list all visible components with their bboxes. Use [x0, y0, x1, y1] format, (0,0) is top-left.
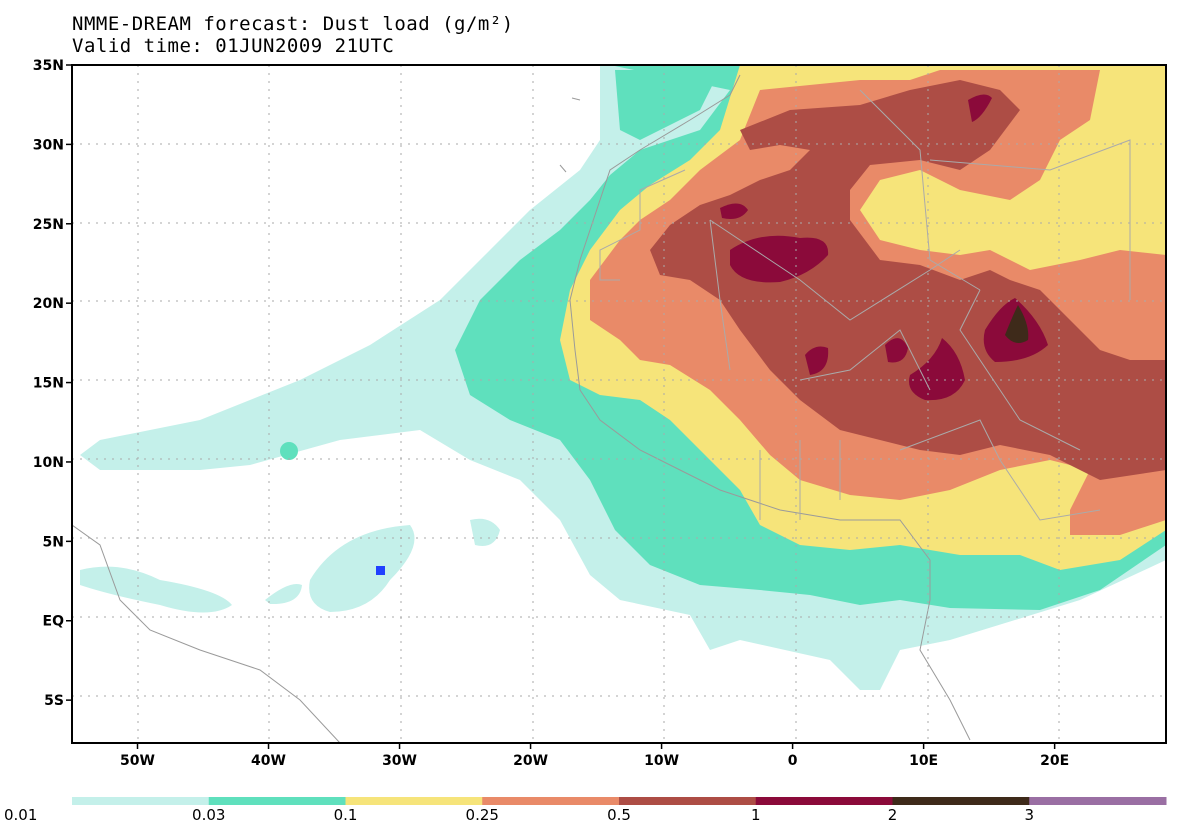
colorbar-swatch — [345, 797, 483, 805]
colorbar-swatch — [72, 797, 210, 805]
lon-label: 30W — [382, 753, 417, 769]
lon-label: 50W — [120, 753, 155, 769]
country-borders — [599, 89, 1131, 521]
colorbar-label: 0.03 — [192, 806, 226, 824]
lon-label: 20E — [1040, 753, 1069, 769]
map-plot-area — [72, 65, 1166, 743]
colorbar-label: 2 — [887, 806, 898, 824]
colorbar-swatch — [892, 797, 1030, 805]
dust-contour-0.01 — [265, 584, 302, 605]
colorbar — [72, 797, 1167, 805]
colorbar-label: 1 — [750, 806, 761, 824]
lat-label: 15N — [33, 376, 64, 392]
lat-label: 35N — [33, 58, 64, 74]
lat-label: 5S — [44, 693, 64, 709]
dust-contour-1 — [805, 346, 829, 375]
dust-contour-0.01 — [80, 566, 232, 613]
coastlines — [72, 74, 971, 743]
lon-label: 20W — [513, 753, 548, 769]
colorbar-swatch — [1029, 797, 1167, 805]
dust-contour-0.01 — [309, 525, 415, 612]
lon-label: 10W — [644, 753, 679, 769]
lat-label: 20N — [33, 296, 64, 312]
dust-contour-1 — [909, 338, 965, 401]
colorbar-label: 3 — [1024, 806, 1035, 824]
map-frame — [71, 64, 1167, 744]
dust-contour-0.03 — [280, 442, 298, 460]
lon-label: 0 — [788, 753, 798, 769]
colorbar-label: 0.01 — [4, 806, 38, 824]
longitude-axis: 50W 40W 30W 20W 10W 0 10E 20E — [120, 743, 1069, 769]
colorbar-swatch — [755, 797, 893, 805]
dust-contour-1 — [968, 94, 992, 122]
map-title: NMME-DREAM forecast: Dust load (g/m²) — [72, 13, 514, 35]
lon-label: 10E — [909, 753, 938, 769]
valid-time: Valid time: 01JUN2009 21UTC — [72, 35, 395, 57]
lon-label: 40W — [251, 753, 286, 769]
colorbar-swatch — [208, 797, 346, 805]
dust-contour-2 — [1005, 305, 1029, 344]
graticule — [72, 65, 1166, 743]
lat-label: EQ — [43, 614, 65, 630]
lat-label: 30N — [33, 137, 64, 153]
latitude-axis: 35N 30N 25N 20N 15N 10N 5N EQ 5S — [33, 58, 72, 709]
colorbar-label: 0.5 — [607, 806, 631, 824]
dust-contour-1 — [730, 235, 829, 283]
dust-contour-0.5 — [650, 80, 1166, 480]
dust-contour-0.03 — [615, 70, 720, 140]
lat-label: 25N — [33, 217, 64, 233]
dust-contour-1 — [720, 203, 748, 219]
colorbar-label: 0.1 — [333, 806, 358, 824]
station-marker — [376, 566, 385, 575]
colorbar-label: 0.25 — [465, 806, 499, 824]
dust-contour-1 — [885, 338, 908, 363]
colorbar-swatch — [482, 797, 620, 805]
dust-contour-0.01 — [470, 518, 500, 546]
lat-label: 10N — [33, 455, 64, 471]
lat-label: 5N — [43, 534, 64, 550]
colorbar-swatch — [619, 797, 757, 805]
